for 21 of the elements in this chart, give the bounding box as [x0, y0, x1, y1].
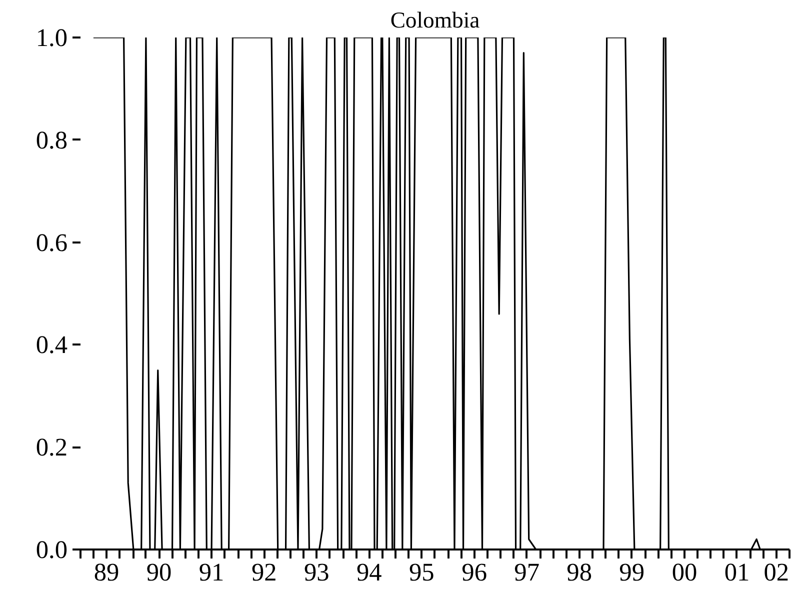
x-tick-label: 91: [198, 558, 224, 586]
y-tick-label: 0.2: [36, 434, 68, 462]
y-tick-label: 0.8: [36, 126, 68, 154]
x-tick-label: 00: [672, 558, 698, 586]
x-tick-label: 01: [724, 558, 750, 586]
y-tick-label: 0.4: [36, 331, 68, 360]
x-tick-label: 92: [252, 558, 277, 586]
y-tick-label: 0.6: [36, 228, 68, 257]
y-tick-label: 1.0: [36, 24, 68, 52]
x-tick-label: 90: [146, 558, 172, 586]
x-tick-label: 94: [356, 558, 382, 586]
x-tick-label: 95: [409, 558, 434, 586]
x-tick-label: 96: [462, 558, 488, 586]
x-tick-label: 98: [566, 558, 592, 586]
x-tick-label: 89: [94, 558, 120, 586]
x-tick-label: 99: [619, 558, 645, 586]
x-tick-label: 93: [304, 558, 330, 586]
chart-title: Colombia: [390, 8, 480, 32]
y-tick-label: 0.0: [36, 536, 68, 564]
x-tick-label: 02: [764, 558, 790, 586]
x-tick-label: 97: [514, 558, 540, 586]
